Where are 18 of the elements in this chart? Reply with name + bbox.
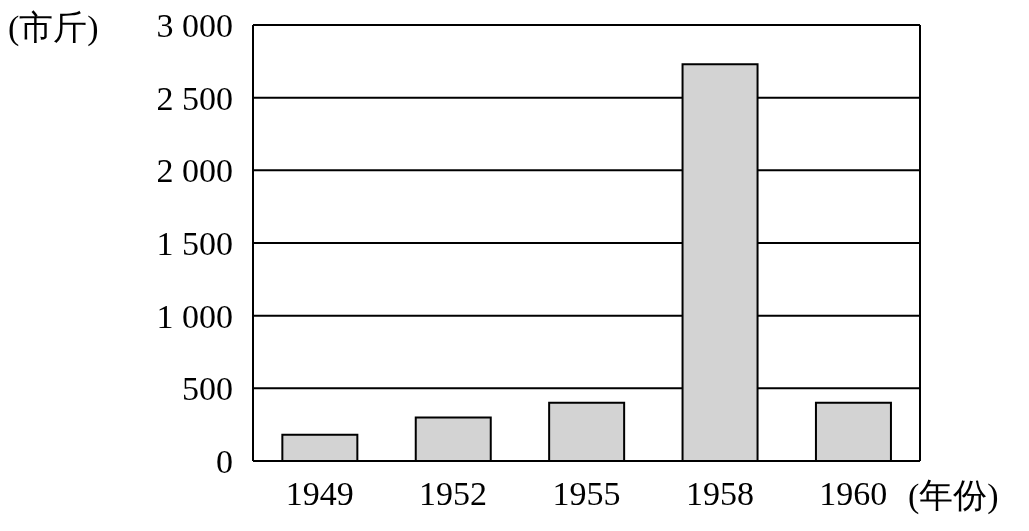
y-tick-label: 2 000 — [156, 152, 233, 190]
bar — [548, 401, 626, 461]
y-tick-label: 0 — [216, 443, 233, 481]
y-tick-label: 3 000 — [156, 7, 233, 45]
x-tick-label: 1955 — [552, 475, 621, 513]
x-tick-label: 1958 — [685, 475, 754, 513]
y-tick-label: 2 500 — [156, 79, 233, 117]
y-axis-title: (市斤) — [8, 8, 99, 48]
x-tick-label: 1952 — [419, 475, 488, 513]
bar — [414, 416, 492, 461]
bar — [814, 401, 892, 461]
x-tick-label: 1949 — [285, 475, 354, 513]
x-tick-label: 1960 — [819, 475, 888, 513]
x-axis-title: (年份) — [908, 476, 999, 516]
y-tick-label: 1 000 — [156, 297, 233, 335]
y-tick-label: 1 500 — [156, 225, 233, 263]
bar — [281, 433, 359, 461]
y-tick-label: 500 — [182, 370, 233, 408]
